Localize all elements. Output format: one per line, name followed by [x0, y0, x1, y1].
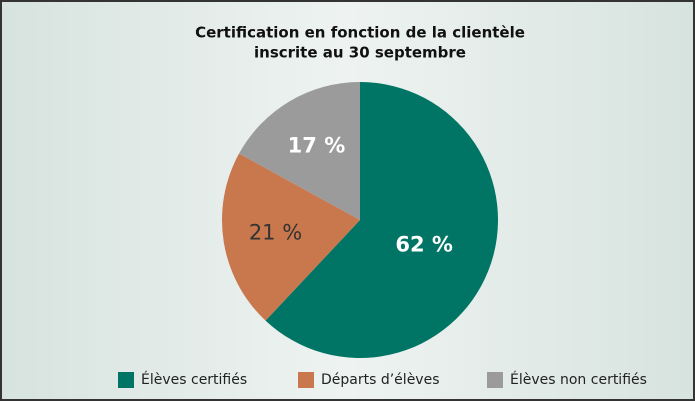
legend-label: Départs d’élèves: [321, 372, 440, 388]
value-label: 62 %: [395, 232, 453, 256]
value-label: 21 %: [249, 220, 302, 244]
chart-title: inscrite au 30 septembre: [254, 44, 466, 62]
chart-title: Certification en fonction de la clientèl…: [195, 24, 525, 42]
legend-label: Élèves non certifiés: [510, 371, 647, 388]
pie-slice: [239, 82, 360, 220]
legend-swatch: [487, 372, 503, 388]
pie-slice: [265, 82, 499, 359]
value-label: 17 %: [288, 133, 346, 157]
legend-swatch: [118, 372, 134, 388]
legend-label: Élèves certifiés: [141, 371, 247, 388]
legend-swatch: [298, 372, 314, 388]
pie-slice: [222, 153, 360, 321]
